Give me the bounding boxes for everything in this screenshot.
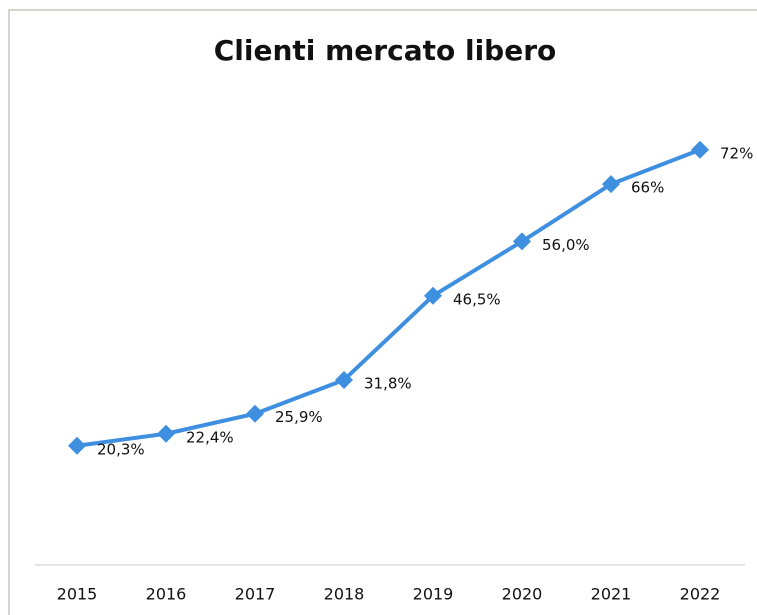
data-line xyxy=(76,147,701,448)
x-tick-label: 2017 xyxy=(235,585,276,604)
data-point xyxy=(157,424,175,443)
x-tick-label: 2016 xyxy=(146,585,187,604)
data-point xyxy=(335,370,353,389)
chart-title: Clienti mercato libero xyxy=(214,34,557,67)
x-tick-label: 2022 xyxy=(680,585,721,604)
data-point xyxy=(68,436,86,455)
chart-frame xyxy=(8,9,757,615)
data-label: 66% xyxy=(631,179,664,197)
data-point xyxy=(513,232,531,251)
x-tick-label: 2018 xyxy=(324,585,365,604)
x-tick-label: 2019 xyxy=(413,585,454,604)
data-label: 25,9% xyxy=(275,408,323,426)
data-label: 31,8% xyxy=(364,374,412,392)
data-label: 46,5% xyxy=(453,290,501,308)
data-point xyxy=(602,175,620,194)
x-tick-label: 2020 xyxy=(502,585,543,604)
data-label: 72% xyxy=(720,144,753,162)
data-label: 20,3% xyxy=(97,440,145,458)
x-tick-label: 2015 xyxy=(57,585,98,604)
data-label: 56,0% xyxy=(542,236,590,254)
data-point xyxy=(246,404,264,423)
data-label: 22,4% xyxy=(186,428,234,446)
data-point xyxy=(424,286,442,305)
data-point xyxy=(691,140,709,159)
x-tick-label: 2021 xyxy=(591,585,632,604)
